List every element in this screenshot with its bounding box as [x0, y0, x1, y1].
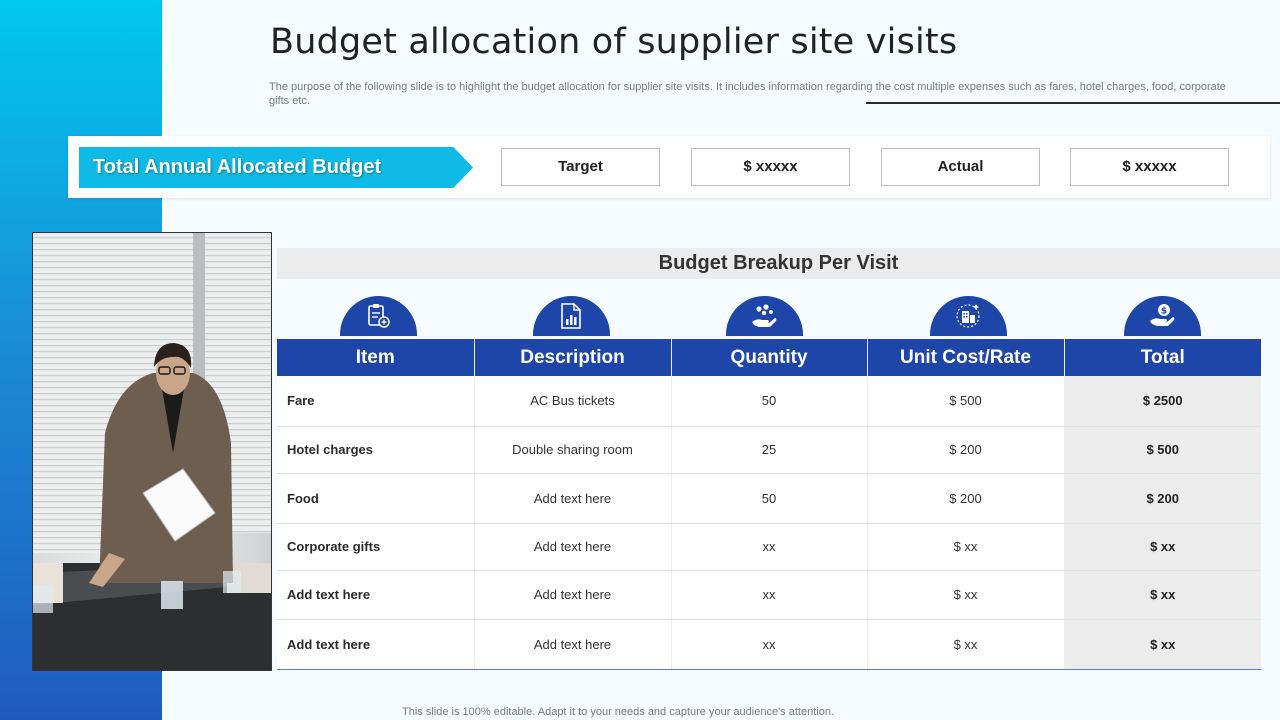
cell-total: $ 500	[1064, 426, 1261, 474]
cell-total: $ xx	[1064, 619, 1261, 670]
table-row: Add text here Add text here xx $ xx $ xx	[277, 619, 1261, 670]
cell-quantity: xx	[671, 570, 868, 620]
table-row: Add text here Add text here xx $ xx $ xx	[277, 570, 1261, 620]
cell-description: Add text here	[474, 523, 672, 571]
cell-description: Double sharing room	[474, 426, 672, 474]
table-row: Corporate gifts Add text here xx $ xx $ …	[277, 523, 1261, 571]
cell-rate: $ xx	[867, 570, 1065, 620]
cell-rate: $ 200	[867, 473, 1065, 524]
cell-total: $ 2500	[1064, 376, 1261, 427]
cell-quantity: xx	[671, 523, 868, 571]
icon-tab-total: $	[1124, 296, 1201, 336]
column-header-description: Description	[474, 339, 672, 376]
budget-label: Total Annual Allocated Budget	[93, 156, 382, 178]
cell-description: Add text here	[474, 570, 672, 620]
budget-breakup-heading: Budget Breakup Per Visit	[277, 248, 1280, 279]
page-subtitle: The purpose of the following slide is to…	[269, 81, 1226, 107]
meeting-photo	[32, 232, 272, 671]
cell-item: Corporate gifts	[277, 523, 475, 571]
dollar-hand-icon: $	[1150, 304, 1175, 326]
budget-breakup-table: Item Description Quantity Unit Cost/Rate…	[277, 339, 1261, 670]
clipboard-icon	[368, 304, 390, 328]
cell-quantity: 50	[671, 473, 868, 524]
column-header-unit-cost: Unit Cost/Rate	[867, 339, 1065, 376]
actual-value-box: $ xxxxx	[1070, 148, 1229, 186]
icon-tab-unit-cost	[930, 296, 1007, 336]
table-header-row: Item Description Quantity Unit Cost/Rate…	[277, 339, 1261, 376]
icon-tab-description	[533, 296, 610, 336]
footer-note: This slide is 100% editable. Adapt it to…	[402, 706, 834, 718]
cell-quantity: 50	[671, 376, 868, 427]
cell-rate: $ xx	[867, 619, 1065, 670]
cell-description: Add text here	[474, 473, 672, 524]
target-value-box: $ xxxxx	[691, 148, 850, 186]
icon-tab-quantity	[726, 296, 803, 336]
title-divider	[866, 102, 1280, 104]
cell-item: Fare	[277, 376, 475, 427]
page-title: Budget allocation of supplier site visit…	[270, 22, 958, 62]
column-header-item: Item	[277, 339, 475, 376]
cell-description: AC Bus tickets	[474, 376, 672, 427]
building-growth-icon	[956, 304, 980, 328]
table-row: Hotel charges Double sharing room 25 $ 2…	[277, 426, 1261, 474]
cell-rate: $ xx	[867, 523, 1065, 571]
actual-label-box: Actual	[881, 148, 1040, 186]
icon-tab-item	[340, 296, 417, 336]
cell-description: Add text here	[474, 619, 672, 670]
cell-total: $ 200	[1064, 473, 1261, 524]
column-header-quantity: Quantity	[671, 339, 868, 376]
cell-quantity: 25	[671, 426, 868, 474]
cell-rate: $ 200	[867, 426, 1065, 474]
table-row: Fare AC Bus tickets 50 $ 500 $ 2500	[277, 376, 1261, 427]
cell-rate: $ 500	[867, 376, 1065, 427]
cell-item: Food	[277, 473, 475, 524]
bar-chart-document-icon	[561, 303, 581, 329]
cell-total: $ xx	[1064, 523, 1261, 571]
svg-text:$: $	[1161, 307, 1167, 317]
cell-quantity: xx	[671, 619, 868, 670]
column-header-total: Total	[1064, 339, 1261, 376]
cell-item: Add text here	[277, 570, 475, 620]
budget-label-arrow: Total Annual Allocated Budget	[79, 147, 473, 188]
cell-total: $ xx	[1064, 570, 1261, 620]
budget-summary-strip: Total Annual Allocated Budget Target $ x…	[68, 136, 1270, 198]
target-label-box: Target	[501, 148, 660, 186]
coins-hand-icon	[752, 304, 777, 327]
cell-item: Hotel charges	[277, 426, 475, 474]
cell-item: Add text here	[277, 619, 475, 670]
table-row: Food Add text here 50 $ 200 $ 200	[277, 473, 1261, 524]
